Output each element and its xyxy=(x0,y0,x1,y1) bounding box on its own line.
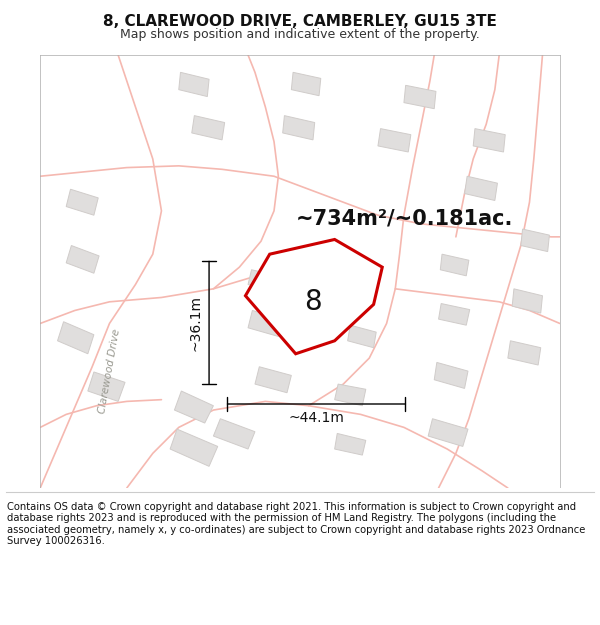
Polygon shape xyxy=(473,129,505,152)
Text: Clarewood Drive: Clarewood Drive xyxy=(97,328,122,414)
Text: 8: 8 xyxy=(304,288,322,316)
Polygon shape xyxy=(58,322,94,354)
Polygon shape xyxy=(378,129,411,152)
Polygon shape xyxy=(440,254,469,276)
Polygon shape xyxy=(347,325,376,348)
Polygon shape xyxy=(439,304,470,325)
Polygon shape xyxy=(434,362,468,388)
Polygon shape xyxy=(255,367,292,392)
Polygon shape xyxy=(404,85,436,109)
Text: Map shows position and indicative extent of the property.: Map shows position and indicative extent… xyxy=(120,28,480,41)
Polygon shape xyxy=(248,311,283,336)
Text: ~44.1m: ~44.1m xyxy=(289,411,344,425)
Text: ~36.1m: ~36.1m xyxy=(188,294,202,351)
Polygon shape xyxy=(428,419,468,446)
Polygon shape xyxy=(464,176,497,201)
Text: ~734m²/~0.181ac.: ~734m²/~0.181ac. xyxy=(296,208,513,228)
Polygon shape xyxy=(245,239,382,354)
Polygon shape xyxy=(512,289,542,313)
Polygon shape xyxy=(66,246,99,273)
Polygon shape xyxy=(179,72,209,97)
Polygon shape xyxy=(175,391,214,423)
Text: 8, CLAREWOOD DRIVE, CAMBERLEY, GU15 3TE: 8, CLAREWOOD DRIVE, CAMBERLEY, GU15 3TE xyxy=(103,14,497,29)
Polygon shape xyxy=(335,434,366,455)
Polygon shape xyxy=(508,341,541,365)
Text: Contains OS data © Crown copyright and database right 2021. This information is : Contains OS data © Crown copyright and d… xyxy=(7,502,586,546)
Polygon shape xyxy=(170,429,218,466)
Polygon shape xyxy=(292,72,321,96)
Polygon shape xyxy=(248,270,279,291)
Polygon shape xyxy=(521,229,550,252)
Polygon shape xyxy=(88,372,125,401)
Polygon shape xyxy=(335,384,366,406)
Polygon shape xyxy=(214,419,255,449)
Polygon shape xyxy=(192,116,224,140)
Polygon shape xyxy=(66,189,98,215)
Polygon shape xyxy=(283,116,315,140)
